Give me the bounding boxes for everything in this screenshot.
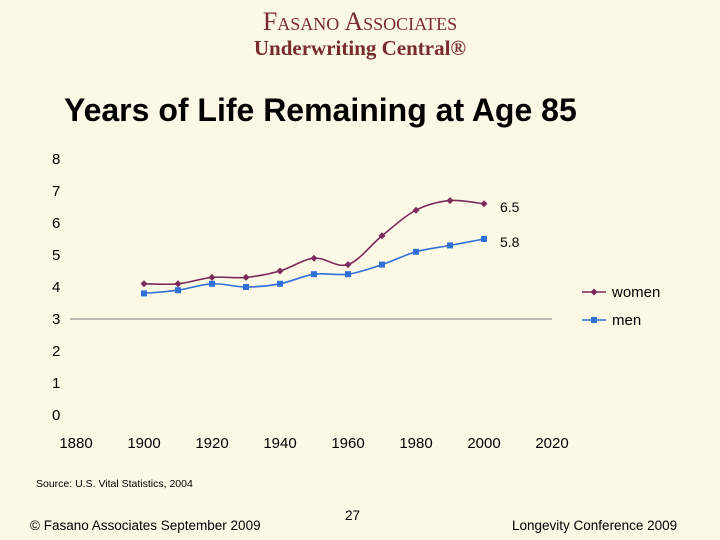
data-point-men <box>379 261 385 268</box>
chart-title: Years of Life Remaining at Age 85 <box>64 92 577 128</box>
data-point-women <box>310 254 318 262</box>
data-point-women <box>208 273 216 281</box>
data-point-women <box>174 280 182 288</box>
x-tick-label: 1960 <box>331 435 364 452</box>
y-tick-label: 1 <box>52 375 60 392</box>
footer-conference: Longevity Conference 2009 <box>512 518 678 533</box>
brand-name: Fasano Associates <box>262 7 458 36</box>
data-point-women <box>276 267 284 275</box>
y-tick-label: 4 <box>52 279 60 296</box>
brand-logo: Fasano Associates Underwriting Central® <box>0 7 720 61</box>
y-tick-label: 2 <box>52 343 60 360</box>
data-point-men <box>345 271 351 278</box>
x-tick-label: 2020 <box>535 435 568 452</box>
y-tick-label: 6 <box>52 215 60 232</box>
y-tick-label: 5 <box>52 247 60 264</box>
data-point-women <box>242 273 250 281</box>
data-point-men <box>447 242 453 249</box>
y-tick-label: 0 <box>52 407 60 424</box>
data-point-men <box>481 236 487 242</box>
data-label-women: 6.5 <box>500 199 520 215</box>
data-point-men <box>277 280 283 287</box>
legend-label-men: men <box>612 312 641 329</box>
x-tick-label: 1880 <box>59 435 92 452</box>
data-point-women <box>140 280 148 288</box>
data-point-women <box>378 232 386 240</box>
legend-marker-women <box>590 288 598 296</box>
data-point-men <box>243 284 249 290</box>
brand-tagline: Underwriting Central® <box>253 36 467 60</box>
series-line-men <box>143 238 485 295</box>
y-tick-label: 8 <box>52 151 60 168</box>
legend-label-women: women <box>611 284 660 301</box>
data-point-men <box>311 271 317 278</box>
source-note: Source: U.S. Vital Statistics, 2004 <box>36 478 193 490</box>
page-number: 27 <box>345 508 361 523</box>
data-point-men <box>175 287 181 294</box>
y-tick-label: 3 <box>52 311 60 328</box>
x-tick-label: 1900 <box>127 435 160 452</box>
x-tick-label: 1980 <box>399 435 432 452</box>
data-point-women <box>480 200 488 208</box>
data-point-men <box>413 248 419 255</box>
x-tick-label: 1920 <box>195 435 228 452</box>
x-tick-label: 2000 <box>467 435 500 452</box>
data-point-men <box>141 290 147 297</box>
footer-copyright: © Fasano Associates September 2009 <box>30 518 261 533</box>
data-point-women <box>412 206 420 214</box>
data-point-women <box>344 261 352 269</box>
legend-marker-men <box>591 317 597 323</box>
y-tick-label: 7 <box>52 183 60 200</box>
data-point-women <box>446 197 454 205</box>
data-label-men: 5.8 <box>500 234 520 250</box>
data-point-men <box>209 280 215 287</box>
x-tick-label: 1940 <box>263 435 296 452</box>
